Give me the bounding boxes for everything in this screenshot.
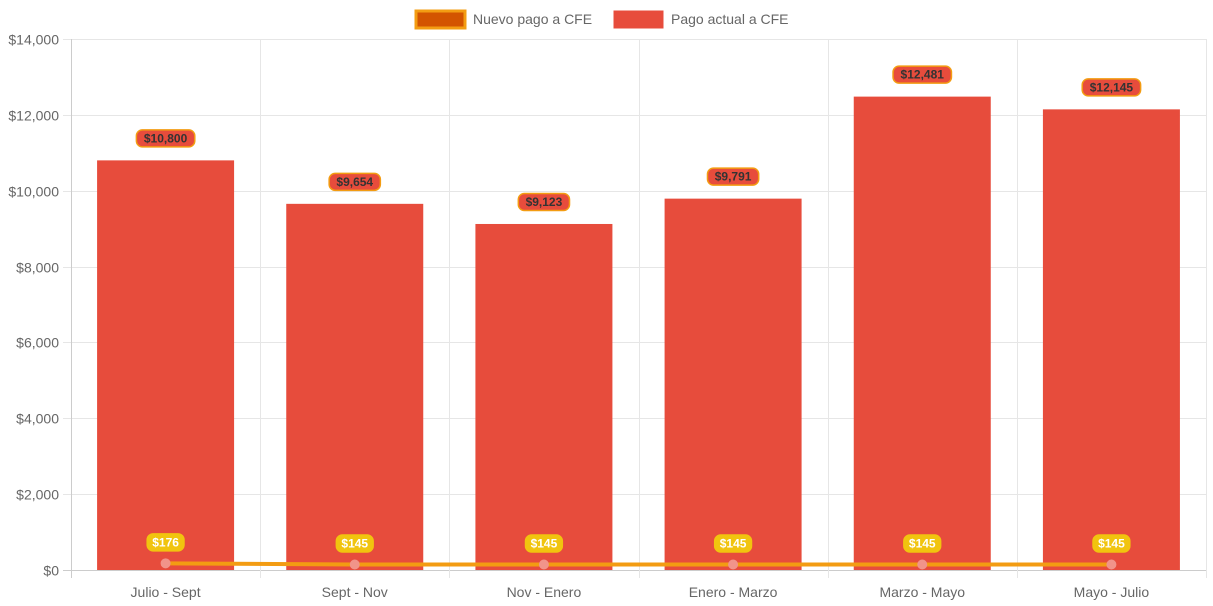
line-value-label-bg bbox=[146, 533, 185, 552]
bar-value-label: $12,145 bbox=[1081, 78, 1142, 97]
x-tick-label: Julio - Sept bbox=[131, 584, 201, 600]
line-point bbox=[160, 558, 171, 569]
line-value-label-text: $145 bbox=[341, 537, 368, 551]
bar bbox=[1042, 109, 1180, 571]
line-value-label-text: $176 bbox=[152, 535, 179, 549]
y-tick-label: $4,000 bbox=[16, 411, 59, 427]
bar bbox=[664, 198, 802, 570]
line-value-label-bg bbox=[1092, 534, 1131, 553]
bar-value-label: $9,791 bbox=[706, 167, 760, 186]
bar-value-label-bg bbox=[135, 129, 196, 148]
line-value-label: $145 bbox=[1092, 534, 1131, 553]
x-axis: Julio - Sept Sept - Nov Nov - Enero Enero -… bbox=[131, 584, 1150, 600]
bar-value-label-bg bbox=[517, 192, 571, 212]
line-series bbox=[160, 558, 1117, 570]
x-tick-label: Nov - Enero bbox=[507, 584, 582, 600]
bar-value-label-bg bbox=[706, 167, 760, 186]
bar-value-label: $10,800 bbox=[135, 129, 196, 148]
legend-swatch-nuevo-pago bbox=[414, 9, 467, 30]
line-value-label-bg bbox=[335, 534, 374, 553]
legend[interactable]: Nuevo pago a CFE Pago actual a CFE bbox=[414, 9, 789, 30]
line-value-label: $176 bbox=[146, 533, 185, 552]
legend-item-pago-actual[interactable]: Pago actual a CFE bbox=[613, 10, 789, 29]
line-point bbox=[917, 559, 928, 570]
line-point bbox=[1106, 559, 1117, 570]
y-tick-label: $10,000 bbox=[8, 184, 59, 200]
legend-label-nuevo-pago: Nuevo pago a CFE bbox=[473, 11, 592, 27]
x-tick-label: Mayo - Julio bbox=[1074, 584, 1150, 600]
bar bbox=[286, 203, 424, 570]
line-value-label-bg bbox=[903, 534, 942, 553]
bar-value-label-text: $9,123 bbox=[526, 195, 563, 209]
y-tick-label: $2,000 bbox=[16, 487, 59, 503]
line-value-label-bg bbox=[524, 534, 564, 553]
bar-series bbox=[97, 96, 1180, 571]
y-axis: $0 $2,000 $4,000 $6,000 $8,000 $10,000 $12,000… bbox=[8, 32, 59, 579]
x-tick-label: Marzo - Mayo bbox=[879, 584, 965, 600]
bar-value-label-text: $9,654 bbox=[336, 175, 373, 189]
bar-value-label: $12,481 bbox=[892, 65, 953, 84]
series-line bbox=[165, 561, 1112, 567]
bar-value-label-text: $9,791 bbox=[715, 170, 752, 184]
bar bbox=[97, 160, 235, 570]
bar-value-label: $9,123 bbox=[517, 192, 571, 212]
line-point bbox=[538, 559, 549, 570]
line-value-label-text: $145 bbox=[720, 537, 747, 551]
line-value-label: $145 bbox=[335, 534, 374, 553]
x-tick-label: Enero - Marzo bbox=[689, 584, 778, 600]
line-value-label: $145 bbox=[713, 534, 753, 553]
y-tick-label: $12,000 bbox=[8, 108, 59, 124]
line-point bbox=[349, 559, 360, 570]
data-labels: $10,800 $9,654 $9,123 $9,791 $12,481 $12,145 $… bbox=[135, 65, 1142, 553]
line-value-label-text: $145 bbox=[909, 537, 936, 551]
bar-value-label-text: $10,800 bbox=[144, 131, 188, 145]
y-tick-label: $14,000 bbox=[8, 32, 59, 48]
legend-item-nuevo-pago[interactable]: Nuevo pago a CFE bbox=[414, 9, 592, 30]
line-value-label-text: $145 bbox=[1098, 537, 1125, 551]
bar-value-label-text: $12,145 bbox=[1090, 80, 1134, 94]
bar-value-label-bg bbox=[892, 65, 953, 84]
bar bbox=[475, 223, 613, 570]
bar-value-label-bg bbox=[328, 172, 382, 192]
y-tick-label: $0 bbox=[43, 563, 59, 579]
bar-value-label: $9,654 bbox=[328, 172, 382, 192]
line-value-label-text: $145 bbox=[531, 537, 558, 551]
bar-value-label-text: $12,481 bbox=[901, 68, 945, 82]
line-value-label: $145 bbox=[903, 534, 942, 553]
line-value-label: $145 bbox=[524, 534, 564, 553]
legend-label-pago-actual: Pago actual a CFE bbox=[671, 11, 789, 27]
line-value-label-bg bbox=[713, 534, 753, 553]
bar-value-label-bg bbox=[1081, 78, 1142, 97]
y-tick-label: $8,000 bbox=[16, 260, 59, 276]
x-tick-label: Sept - Nov bbox=[322, 584, 388, 600]
bar bbox=[853, 96, 991, 571]
legend-swatch-pago-actual bbox=[613, 10, 664, 29]
y-tick-label: $6,000 bbox=[16, 335, 59, 351]
line-point bbox=[728, 559, 739, 570]
chart-grid bbox=[63, 39, 1207, 578]
